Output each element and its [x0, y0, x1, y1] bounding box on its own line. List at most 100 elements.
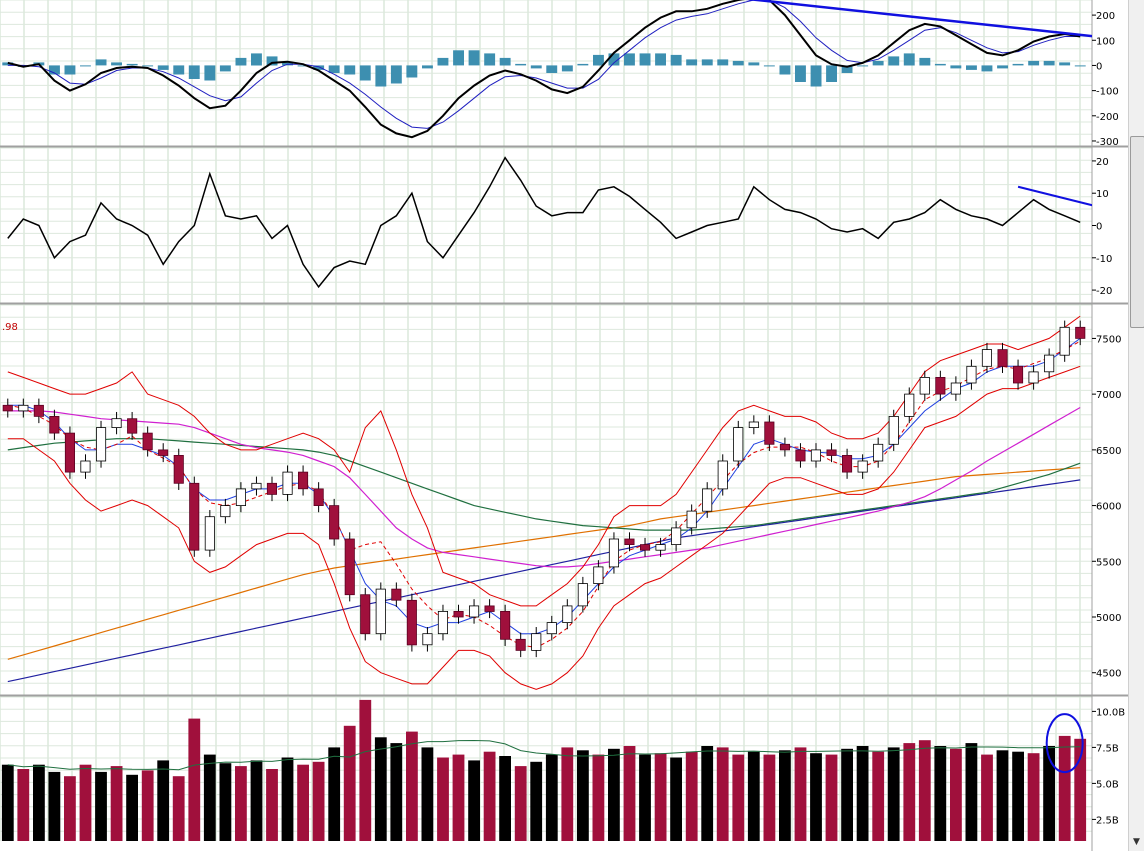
macd-histogram-bar [297, 65, 309, 67]
price-candle [142, 432, 153, 451]
tick-label: 100 [1096, 36, 1115, 47]
tick-label: 5000 [1096, 613, 1121, 624]
volume-bar [17, 769, 30, 841]
macd-histogram-bar [810, 65, 822, 87]
macd-histogram-bar [142, 65, 154, 67]
price-candle [515, 638, 526, 651]
tick-label: 4500 [1096, 669, 1121, 680]
volume-bar [716, 747, 729, 841]
macd-histogram-bar [826, 65, 837, 82]
price-candle [64, 432, 76, 473]
volume-bar [219, 763, 232, 841]
price-candle [608, 538, 619, 568]
volume-bar [701, 746, 714, 841]
macd-histogram-bar [919, 57, 931, 66]
tick-label: 0 [1096, 61, 1102, 72]
volume-bar [981, 754, 993, 841]
vertical-scrollbar[interactable]: ▼ [1128, 0, 1144, 851]
macd-signal-line [7, 0, 1081, 129]
macd-histogram-bar [530, 65, 542, 69]
volume-bar [157, 760, 170, 841]
macd-histogram-bar [468, 50, 480, 66]
macd-histogram-bar [95, 59, 107, 66]
volume-bar [126, 774, 138, 841]
price-candle [2, 404, 13, 412]
macd-histogram-bar [966, 65, 977, 70]
price-candle [702, 488, 713, 512]
macd-histogram-bar [1012, 63, 1024, 66]
volume-bar [934, 746, 947, 841]
price-candle [904, 393, 915, 417]
macd-histogram-bar [717, 59, 729, 66]
price-candle [344, 538, 355, 596]
volume-bar [359, 699, 372, 841]
tick-label: 2.5B [1096, 815, 1119, 826]
tick-label: 0 [1096, 222, 1102, 233]
macd-panel [2, 0, 1092, 139]
price-candle [935, 376, 946, 395]
volume-bar [592, 754, 605, 841]
volume-highlight-circle [1045, 713, 1084, 774]
macd-histogram-bar [857, 65, 869, 67]
price-candle [795, 449, 806, 462]
macd-histogram-bar [624, 53, 635, 66]
volume-bar [343, 725, 356, 841]
bollinger-mid-band [7, 340, 1081, 649]
volume-bar [172, 776, 185, 841]
macd-histogram-bar [577, 63, 589, 66]
tick-label: -300 [1096, 137, 1119, 148]
volume-bar [188, 718, 201, 841]
price-candle [313, 488, 324, 506]
macd-histogram-bar [639, 53, 651, 66]
price-candle [235, 488, 247, 506]
volume-bar [421, 747, 434, 841]
moving-average-orange [7, 467, 1081, 660]
volume-bar [918, 740, 931, 841]
price-candle [282, 471, 293, 495]
volume-bar [623, 746, 636, 841]
macd-histogram-bar [561, 65, 573, 72]
price-candle [251, 482, 262, 490]
y-axis-ticks: 2001000-100-200-30020100-10-207500700065… [1092, 11, 1125, 826]
macd-histogram-bar [1028, 60, 1040, 66]
price-candle [468, 605, 480, 618]
macd-histogram-bar [748, 62, 760, 66]
macd-histogram-bar [763, 65, 775, 67]
tick-label: -100 [1096, 87, 1119, 98]
price-candle [981, 349, 992, 367]
price-candle [997, 349, 1008, 367]
volume-bar [468, 760, 480, 841]
price-candle [873, 443, 884, 462]
macd-histogram-bar [515, 63, 527, 66]
price-candle [220, 505, 231, 518]
macd-histogram-bar [546, 65, 558, 73]
volume-bar [732, 754, 745, 841]
volume-bar [841, 748, 853, 841]
oscillator-panel [7, 156, 1092, 289]
price-candle [375, 588, 386, 635]
price-candle [158, 449, 169, 456]
price-legend-label: .98 [2, 322, 18, 333]
macd-histogram-bar [375, 65, 387, 87]
macd-histogram-bar [593, 54, 604, 66]
volume-bar [1074, 738, 1087, 841]
price-candle [453, 611, 464, 618]
moving-average-long-blue [7, 479, 1081, 683]
price-candle [96, 427, 107, 462]
price-candle [857, 460, 868, 473]
macd-histogram-bar [484, 53, 496, 66]
price-candle [562, 605, 573, 624]
price-candle [33, 404, 44, 417]
volume-bar [79, 764, 92, 841]
macd-histogram-bar [997, 65, 1008, 69]
volume-bar [1058, 735, 1071, 841]
price-candle [779, 443, 790, 451]
scrollbar-thumb[interactable] [1130, 136, 1144, 328]
volume-bar [794, 747, 807, 841]
volume-bar [903, 743, 916, 841]
tick-label: -200 [1096, 112, 1119, 123]
macd-histogram-bar [670, 54, 682, 66]
price-candle [531, 633, 542, 651]
scroll-down-arrow-icon[interactable]: ▼ [1133, 837, 1140, 847]
